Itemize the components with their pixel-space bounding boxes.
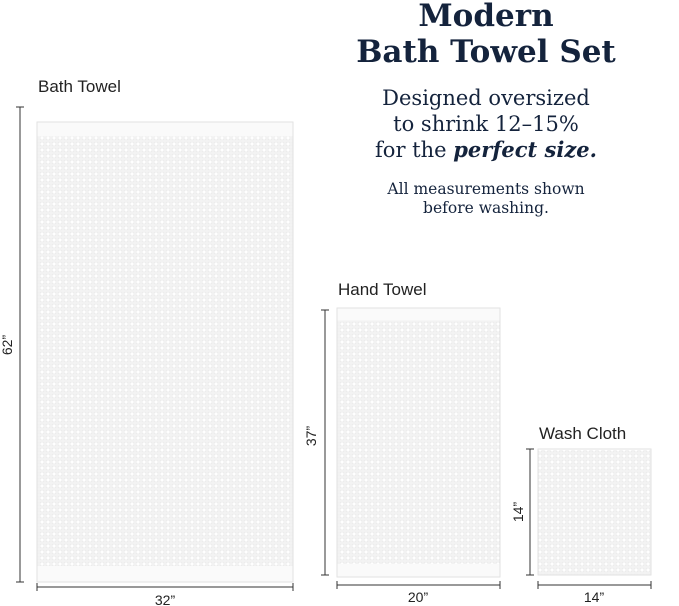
- height-dimension: [526, 448, 534, 576]
- towel-band: [337, 308, 500, 321]
- towel-image: [537, 448, 652, 576]
- title: Modern: [418, 0, 553, 34]
- width-dimension: [336, 581, 501, 589]
- towel-band: [37, 122, 293, 137]
- tagline-text: for the: [375, 138, 447, 162]
- towel-band: [37, 566, 293, 582]
- height-label: 14”: [510, 502, 526, 523]
- tagline: to shrink 12–15%: [393, 112, 579, 136]
- width-dimension: [36, 583, 294, 591]
- height-dimension: [321, 309, 329, 576]
- height-dimension: [16, 106, 24, 583]
- tagline: Designed oversized: [382, 86, 590, 110]
- towel-image: [336, 307, 501, 578]
- note: before washing.: [423, 199, 549, 217]
- tagline-emphasis: perfect size.: [453, 137, 597, 162]
- towel-band: [337, 564, 500, 577]
- towel-name: Hand Towel: [338, 280, 427, 299]
- note: All measurements shown: [386, 180, 584, 198]
- width-dimension: [537, 581, 652, 589]
- towel-name: Wash Cloth: [539, 424, 626, 443]
- width-label: 20”: [408, 589, 429, 605]
- width-label: 14”: [584, 589, 605, 605]
- towel-name: Bath Towel: [38, 77, 121, 96]
- title: Bath Towel Set: [356, 34, 616, 70]
- height-label: 37”: [303, 426, 319, 447]
- tagline: for the perfect size.: [375, 137, 597, 162]
- towel-image: [36, 121, 294, 583]
- height-label: 62”: [0, 335, 15, 356]
- width-label: 32”: [155, 592, 176, 606]
